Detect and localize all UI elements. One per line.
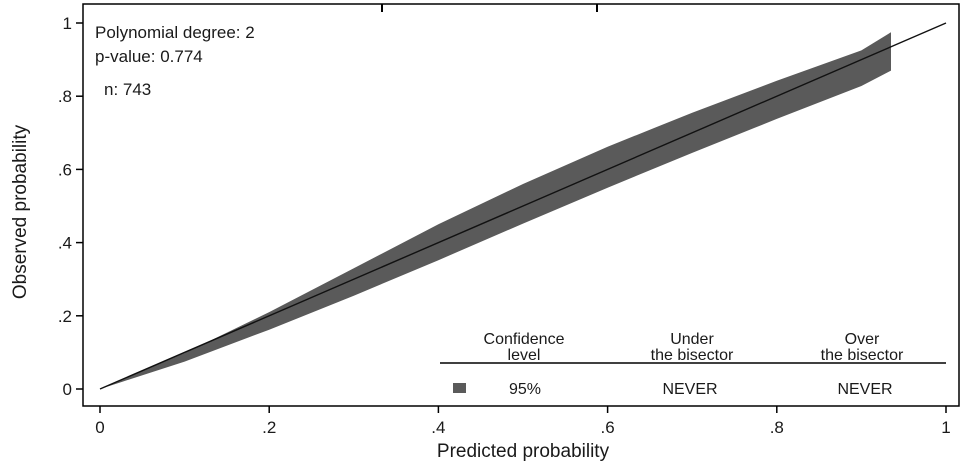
table-header-over-line1: Over <box>845 331 880 348</box>
y-tick-label: .2 <box>58 307 72 326</box>
table-header-over-line2: the bisector <box>821 347 904 364</box>
table-header-confidence-line2: level <box>508 347 541 364</box>
annotation-n: n: 743 <box>104 80 151 99</box>
table-header-confidence-line1: Confidence <box>484 331 565 348</box>
annotation-p-value: p-value: 0.774 <box>95 47 203 66</box>
table-cell-under: NEVER <box>662 381 717 398</box>
x-tick-label: .8 <box>770 418 784 437</box>
x-tick-label: .2 <box>262 418 276 437</box>
y-tick-label: 1 <box>63 14 72 33</box>
confidence-band-layer <box>100 32 891 389</box>
table-cell-over: NEVER <box>837 381 892 398</box>
x-axis-title: Predicted probability <box>437 441 610 462</box>
y-axis-title: Observed probability <box>10 124 31 299</box>
x-tick-label: .6 <box>601 418 615 437</box>
table-cell-confidence: 95% <box>509 381 541 398</box>
results-table: Confidence level Under the bisector Over… <box>440 331 946 398</box>
y-tick-label: 0 <box>63 380 72 399</box>
y-tick-label: .4 <box>58 234 72 253</box>
y-tick-label: .6 <box>58 160 72 179</box>
table-band-swatch <box>453 383 466 393</box>
y-tick-label: .8 <box>58 87 72 106</box>
confidence-band <box>100 32 891 389</box>
bisector-line-layer <box>99 22 947 390</box>
table-header-under-line1: Under <box>670 331 714 348</box>
table-header-under-line2: the bisector <box>651 347 734 364</box>
bisector-line <box>99 22 947 390</box>
x-tick-label: 1 <box>941 418 950 437</box>
plot-frame <box>82 3 960 407</box>
axes-layer: 0 .2 .4 .6 .8 1 0 .2 .4 .6 .8 1 <box>58 14 951 437</box>
annotation-polynomial-degree: Polynomial degree: 2 <box>95 23 255 42</box>
x-tick-label: 0 <box>95 418 104 437</box>
x-tick-label: .4 <box>431 418 445 437</box>
